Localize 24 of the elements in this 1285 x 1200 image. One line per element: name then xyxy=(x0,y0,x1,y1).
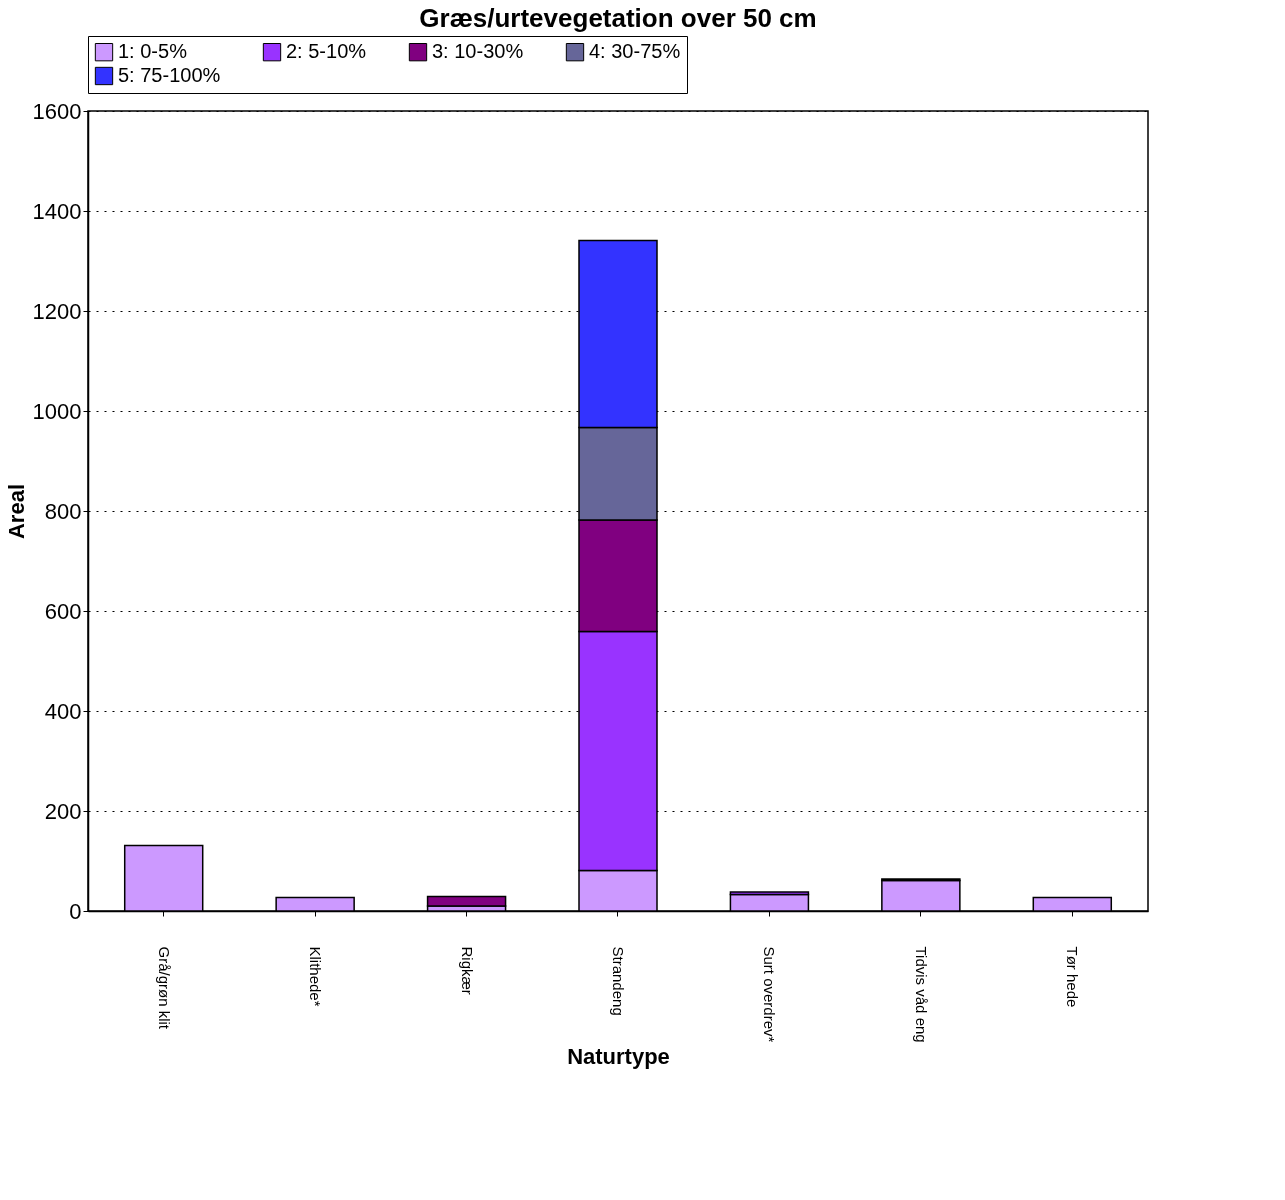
x-tick-label: Klithede* xyxy=(307,946,325,1007)
y-axis-title: Areal xyxy=(3,483,29,540)
x-tick-label: Grå/grøn klit xyxy=(155,946,173,1030)
x-tick-label: Strandeng xyxy=(610,946,627,1016)
y-tick-label: 400 xyxy=(44,698,82,724)
y-tick-label: 600 xyxy=(44,598,82,624)
x-tick-label: Rigkær xyxy=(458,946,476,995)
x-tick-label: Surt overdrev* xyxy=(761,946,779,1043)
y-tick-label: 800 xyxy=(44,498,82,524)
x-tick-label: Tør hede xyxy=(1064,946,1082,1008)
y-tick-label: 1200 xyxy=(32,298,82,324)
y-tick-label: 1000 xyxy=(32,398,82,424)
y-tick-label: 1400 xyxy=(32,198,82,224)
legend-label: 5: 75-100% xyxy=(118,64,221,86)
chart-title: Græs/urtevegetation over 50 cm xyxy=(419,2,817,33)
legend-label: 4: 30-75% xyxy=(589,40,681,63)
x-axis-title: Naturtype xyxy=(567,1043,670,1069)
y-tick-label: 1600 xyxy=(32,98,82,124)
legend-label: 2: 5-10% xyxy=(286,40,367,63)
y-tick-label: 0 xyxy=(69,898,82,924)
x-tick-label: Tidvis våd eng xyxy=(912,946,930,1043)
y-tick-label: 200 xyxy=(44,798,82,824)
legend-label: 1: 0-5% xyxy=(118,40,188,63)
legend-label: 3: 10-30% xyxy=(432,40,524,63)
